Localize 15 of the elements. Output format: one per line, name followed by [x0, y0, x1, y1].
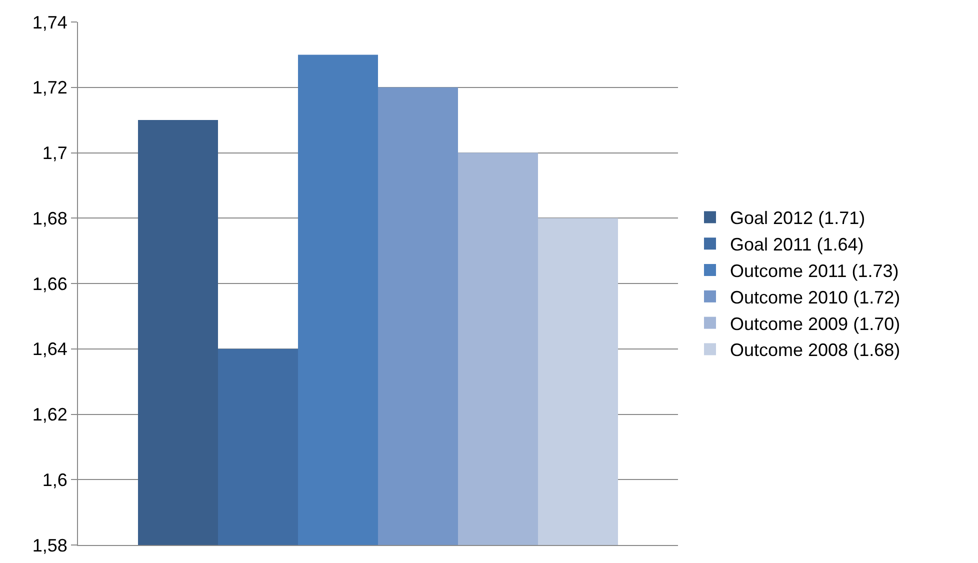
legend-label: Outcome 2011 (1.73) [730, 261, 899, 282]
legend-label: Goal 2011 (1.64) [730, 234, 864, 255]
legend-label: Outcome 2009 (1.70) [730, 314, 900, 334]
y-tick-label: 1,66 [32, 274, 68, 294]
legend-label: Outcome 2008 (1.68) [730, 340, 900, 360]
y-tick-label: 1,72 [32, 78, 68, 98]
y-tick-label: 1,64 [32, 339, 68, 360]
y-tick-label: 1,74 [32, 12, 68, 32]
legend-label: Goal 2012 (1.71) [730, 208, 866, 228]
y-tick-label: 1,68 [32, 208, 68, 228]
legend-label: Outcome 2010 (1.72) [730, 287, 900, 308]
y-tick-label: 1,7 [42, 143, 68, 164]
y-tick-label: 1,58 [32, 535, 68, 556]
y-tick-label: 1,6 [42, 470, 68, 490]
y-tick-label: 1,62 [32, 404, 68, 425]
